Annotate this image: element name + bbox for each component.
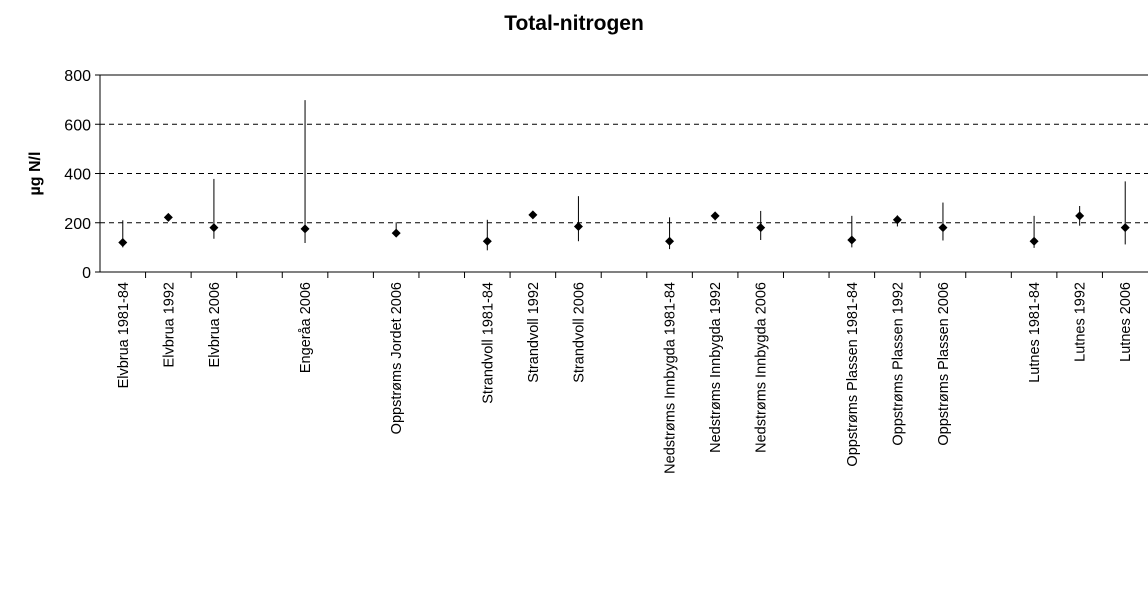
data-point [482,236,492,246]
data-marks [118,100,1130,251]
data-point [528,210,538,220]
category-label: Strandvoll 1992 [526,282,542,383]
y-tick-label: 800 [64,68,91,85]
data-point [118,237,128,247]
data-point [665,236,675,246]
gridlines [100,74,1148,224]
y-tick-label: 0 [82,265,91,282]
data-point [1120,223,1130,233]
category-label: Nedstrøms Innbygda 1981-84 [663,282,679,474]
category-label: Oppstrøms Jordet 2006 [389,282,405,434]
category-label: Elvbrua 1981-84 [116,282,132,388]
category-label: Nedstrøms Innbygda 1992 [708,282,724,453]
data-point [938,223,948,233]
category-label: Lutnes 1992 [1073,282,1089,362]
category-label: Strandvoll 2006 [571,282,587,383]
y-tick-label: 200 [64,216,91,233]
category-label: Oppstrøms Plassen 2006 [936,282,952,446]
category-label: Elvbrua 2006 [207,282,223,367]
category-label: Oppstrøms Plassen 1992 [890,282,906,446]
axes [95,74,1148,278]
data-point [847,235,857,245]
category-label: Lutnes 1981-84 [1027,282,1043,383]
axis-labels: 0 200 400 600 800 µg N/l Elvbrua 1981-84 Elvbru… [27,68,1134,474]
data-point [756,223,766,233]
data-point [391,228,401,238]
data-point [163,212,173,222]
data-point [892,215,902,225]
data-point [573,221,583,231]
chart-title: Total-nitrogen [504,12,644,35]
data-point [209,223,219,233]
data-point [710,211,720,221]
data-point [1075,211,1085,221]
category-label: Nedstrøms Innbygda 2006 [754,282,770,453]
category-label: Engeråa 2006 [298,282,314,373]
category-label: Strandvoll 1981-84 [480,282,496,404]
y-axis-label: µg N/l [27,152,44,196]
data-point [300,224,310,234]
data-point [1029,236,1039,246]
category-label: Lutnes 2006 [1118,282,1134,362]
category-label: Oppstrøms Plassen 1981-84 [845,282,861,467]
y-tick-label: 400 [64,167,91,184]
category-label: Elvbrua 1992 [161,282,177,367]
y-tick-label: 600 [64,117,91,134]
